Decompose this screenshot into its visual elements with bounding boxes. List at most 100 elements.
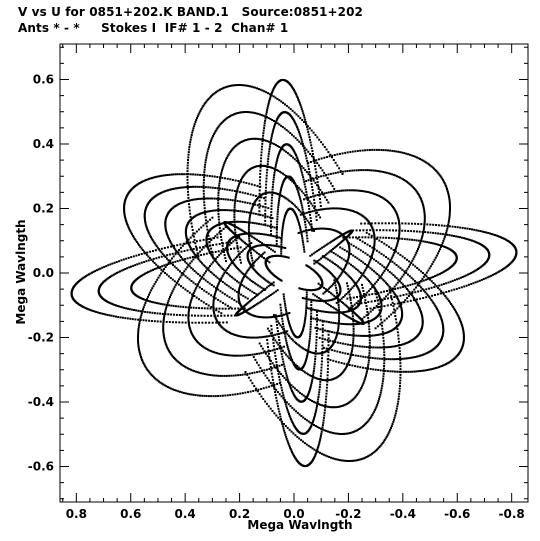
uv-point (399, 353, 401, 356)
uv-point (232, 333, 235, 336)
uv-point (269, 166, 272, 169)
uv-point (295, 124, 298, 127)
uv-point (302, 211, 305, 214)
uv-point (336, 432, 339, 435)
uv-point (335, 376, 338, 379)
uv-point (141, 249, 144, 251)
uv-point (373, 239, 376, 242)
uv-point (267, 117, 270, 120)
uv-point (373, 286, 376, 289)
uv-point (251, 372, 254, 375)
uv-point (315, 171, 318, 174)
uv-point (174, 248, 177, 251)
uv-point (237, 295, 240, 298)
uv-point (162, 383, 165, 386)
uv-point (443, 235, 446, 238)
uv-point (343, 432, 345, 435)
uv-point (265, 368, 268, 371)
uv-point (268, 356, 271, 359)
uv-point (155, 245, 158, 248)
uv-point (391, 345, 394, 348)
uv-point (256, 204, 259, 207)
uv-point (199, 394, 201, 397)
uv-point (385, 317, 388, 320)
uv-point (267, 405, 270, 408)
uv-point (305, 191, 308, 193)
uv-point (216, 320, 219, 323)
uv-point (303, 149, 306, 152)
uv-point (165, 344, 168, 347)
uv-point (395, 213, 398, 216)
uv-point (168, 297, 171, 300)
uv-point (309, 217, 312, 219)
uv-point (409, 183, 412, 186)
uv-point (203, 210, 206, 213)
uv-point (387, 257, 390, 260)
uv-point (368, 331, 371, 333)
uv-point (272, 341, 275, 344)
uv-point (195, 271, 198, 274)
uv-point (309, 141, 312, 144)
uv-point (151, 177, 154, 179)
uv-point (310, 315, 313, 318)
uv-point (281, 375, 284, 377)
uv-point (162, 323, 165, 326)
uv-point (311, 351, 314, 354)
uv-point (204, 161, 207, 164)
uv-point (291, 86, 294, 89)
uv-point (341, 268, 344, 271)
uv-point (345, 208, 348, 211)
uv-point (385, 244, 388, 247)
uv-point (161, 174, 164, 177)
uv-point (207, 97, 210, 100)
uv-point (241, 191, 244, 194)
uv-point (350, 459, 353, 462)
uv-point (186, 392, 189, 395)
uv-point (408, 275, 411, 278)
uv-point (319, 166, 322, 169)
uv-point (383, 269, 386, 272)
uv-point (213, 273, 216, 276)
uv-point (285, 104, 288, 107)
uv-point (251, 353, 254, 356)
uv-point (199, 212, 202, 215)
uv-point (348, 334, 351, 336)
uv-point (305, 305, 308, 307)
uv-point (277, 343, 280, 346)
uv-point (139, 245, 142, 248)
uv-point (344, 189, 347, 192)
uv-point (312, 417, 315, 420)
uv-point (398, 225, 401, 228)
uv-point (269, 381, 272, 384)
uv-point (175, 187, 178, 190)
uv-point (244, 192, 247, 195)
uv-point (398, 358, 400, 360)
uv-point (336, 277, 339, 280)
uv-point (361, 345, 364, 348)
uv-point (409, 340, 412, 343)
uv-point (354, 189, 357, 192)
uv-point (266, 140, 269, 143)
uv-point (295, 215, 298, 218)
uv-point (321, 327, 324, 330)
uv-point (361, 273, 364, 276)
uv-point (281, 355, 284, 358)
uv-point (284, 403, 287, 406)
uv-point (332, 378, 335, 381)
uv-point (328, 311, 331, 314)
uv-point (327, 201, 330, 204)
uv-point (171, 244, 174, 247)
uv-point (311, 376, 314, 379)
uv-point (189, 329, 192, 332)
uv-point (210, 284, 213, 286)
uv-point (434, 283, 436, 286)
uv-point (344, 432, 347, 435)
uv-point (287, 443, 290, 446)
uv-point (209, 142, 212, 145)
uv-point (337, 301, 340, 304)
uv-point (420, 354, 423, 357)
uv-point (339, 267, 342, 270)
uv-point (236, 267, 239, 269)
uv-point (375, 334, 378, 337)
uv-point (269, 332, 272, 335)
